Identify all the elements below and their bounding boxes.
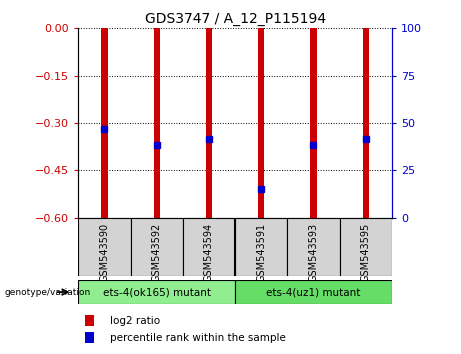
Bar bbox=[258, 28, 264, 218]
Bar bbox=[340, 218, 392, 276]
Bar bbox=[85, 332, 94, 343]
Bar bbox=[287, 218, 340, 276]
Bar bbox=[310, 28, 317, 218]
Bar bbox=[235, 280, 392, 304]
Text: GSM543591: GSM543591 bbox=[256, 222, 266, 281]
Text: GSM543594: GSM543594 bbox=[204, 222, 214, 281]
Bar bbox=[235, 218, 287, 276]
Bar bbox=[183, 218, 235, 276]
Text: log2 ratio: log2 ratio bbox=[110, 316, 160, 326]
Text: percentile rank within the sample: percentile rank within the sample bbox=[110, 333, 286, 343]
Text: genotype/variation: genotype/variation bbox=[5, 287, 91, 297]
Bar bbox=[154, 28, 160, 218]
Text: GSM543590: GSM543590 bbox=[100, 222, 110, 281]
Bar bbox=[206, 28, 212, 218]
Bar bbox=[78, 218, 130, 276]
Text: GSM543593: GSM543593 bbox=[308, 222, 319, 281]
Text: ets-4(ok165) mutant: ets-4(ok165) mutant bbox=[103, 287, 211, 297]
Bar bbox=[363, 28, 369, 218]
Bar bbox=[78, 280, 235, 304]
Bar bbox=[101, 28, 107, 218]
Text: GSM543592: GSM543592 bbox=[152, 222, 162, 282]
Title: GDS3747 / A_12_P115194: GDS3747 / A_12_P115194 bbox=[145, 12, 325, 26]
Bar bbox=[85, 315, 94, 326]
Text: ets-4(uz1) mutant: ets-4(uz1) mutant bbox=[266, 287, 361, 297]
Text: GSM543595: GSM543595 bbox=[361, 222, 371, 282]
Bar bbox=[130, 218, 183, 276]
